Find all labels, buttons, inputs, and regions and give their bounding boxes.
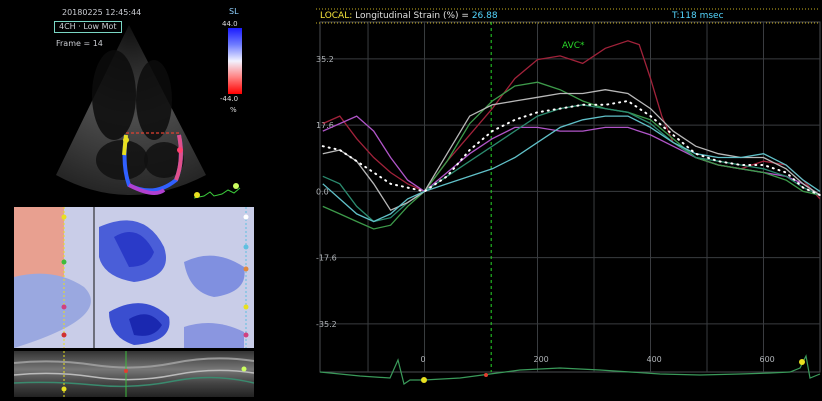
scale-unit-label: % bbox=[230, 106, 237, 114]
avc-label: AVC* bbox=[562, 41, 585, 51]
strain-heatmap-panel bbox=[14, 207, 254, 348]
grid-lines bbox=[320, 22, 820, 372]
ecg-marker-current[interactable] bbox=[484, 373, 488, 377]
strain-header: LOCAL: Longitudinal Strain (%) = 26.88 bbox=[320, 11, 498, 21]
echo-image-panel: 20180225 12:45:44 4CH · Low Mot Frame = … bbox=[14, 0, 254, 205]
echo-date-time: 20180225 12:45:44 bbox=[62, 8, 142, 17]
x-tick-label: 0 bbox=[421, 355, 426, 364]
strain-curve-3 bbox=[322, 81, 821, 230]
strain-chart-panel: 35.2 17.6 0.0 -17.6 -35.2 0 200 400 600 LOCAL: … bbox=[300, 0, 822, 397]
y-tick-label: -17.6 bbox=[316, 254, 337, 263]
echo-sector-image bbox=[56, 25, 241, 199]
strain-curve-4 bbox=[322, 104, 821, 223]
header-time: T:118 msec bbox=[672, 11, 724, 21]
scale-max-label: 44.0 bbox=[222, 20, 238, 28]
strain-color-bar bbox=[228, 28, 242, 94]
ecg-trace bbox=[319, 354, 821, 385]
strain-curve-7 bbox=[321, 99, 821, 197]
mmode-strip bbox=[13, 351, 255, 397]
x-tick-label: 400 bbox=[647, 355, 662, 364]
strain-curves bbox=[321, 40, 821, 230]
strain-curve-2 bbox=[322, 115, 821, 196]
y-tick-label: 35.2 bbox=[316, 55, 334, 64]
strain-heatmap bbox=[14, 207, 254, 348]
strain-curve-6 bbox=[322, 115, 821, 223]
x-tick-labels: 0 200 400 600 bbox=[421, 355, 775, 364]
view-mode-box[interactable]: 4CH · Low Mot bbox=[54, 21, 122, 33]
header-local-label: LOCAL: bbox=[320, 11, 353, 21]
ecg-marker-start[interactable] bbox=[421, 377, 427, 383]
plot-frame bbox=[319, 21, 821, 373]
scale-label: SL bbox=[229, 7, 239, 16]
x-tick-label: 200 bbox=[534, 355, 549, 364]
mmode-strip-panel bbox=[13, 351, 255, 397]
y-tick-label: -35.2 bbox=[316, 320, 337, 329]
y-tick-label: 0.0 bbox=[316, 187, 329, 196]
strain-curve-5 bbox=[322, 89, 821, 212]
y-tick-labels: 35.2 17.6 0.0 -17.6 -35.2 bbox=[316, 55, 337, 329]
header-strain-value: 26.88 bbox=[471, 11, 498, 21]
strain-chart: 35.2 17.6 0.0 -17.6 -35.2 0 200 400 600 bbox=[316, 8, 821, 385]
ecg-marker-end[interactable] bbox=[799, 359, 805, 365]
strain-curve-1 bbox=[322, 40, 821, 200]
scale-min-label: -44.0 bbox=[220, 95, 239, 103]
frame-label: Frame = 14 bbox=[56, 39, 103, 48]
header-title: Longitudinal Strain (%) = bbox=[355, 11, 469, 21]
y-tick-label: 17.6 bbox=[316, 121, 334, 130]
x-tick-label: 600 bbox=[760, 355, 775, 364]
